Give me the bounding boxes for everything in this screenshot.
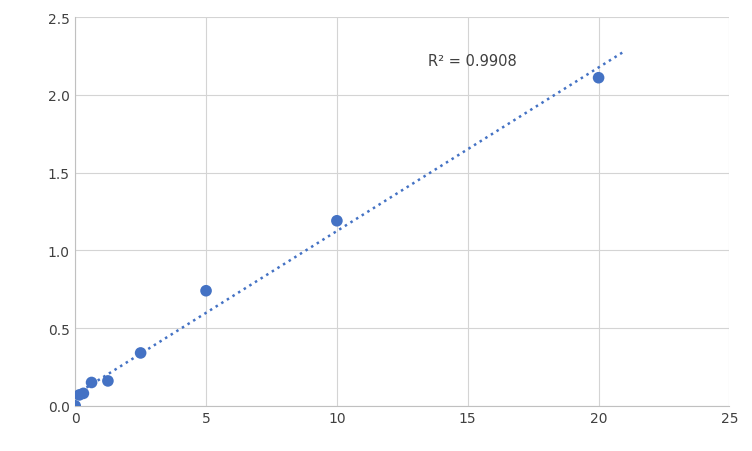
Point <box>593 75 605 82</box>
Point <box>135 350 147 357</box>
Point <box>77 390 89 397</box>
Point <box>69 402 81 410</box>
Point <box>73 391 85 399</box>
Point <box>200 287 212 295</box>
Point <box>331 218 343 225</box>
Text: R² = 0.9908: R² = 0.9908 <box>429 54 517 69</box>
Point <box>102 377 114 385</box>
Point <box>86 379 98 386</box>
